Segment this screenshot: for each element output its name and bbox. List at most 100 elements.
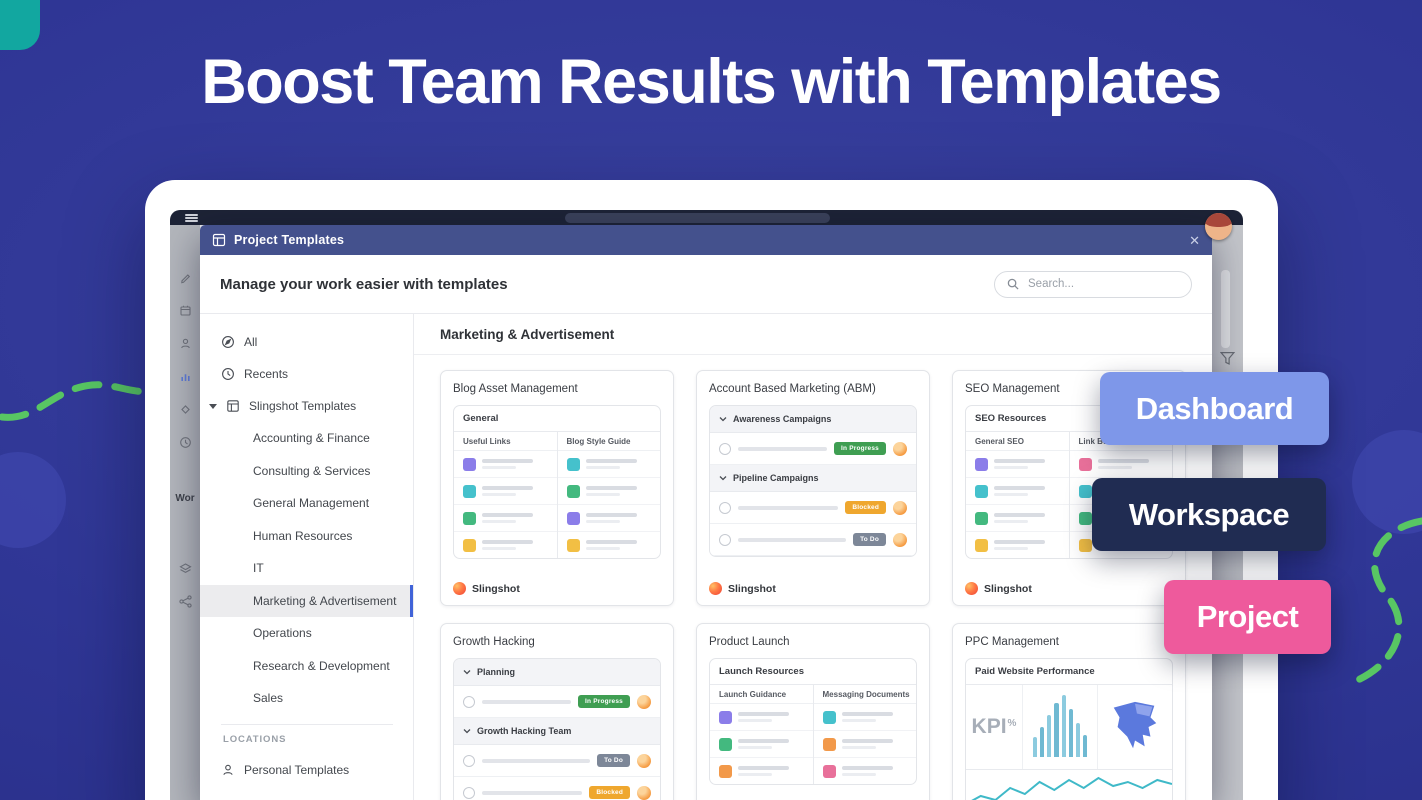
- chevron-down-icon: [463, 729, 471, 734]
- kpi-unit: %: [1007, 717, 1017, 729]
- preview-section-header: Launch Resources: [710, 659, 916, 685]
- sidebar-item-label: Slingshot Templates: [249, 399, 357, 413]
- north-america-map-graphic: [1113, 701, 1157, 749]
- sidebar-subitem[interactable]: General Management: [253, 496, 370, 511]
- item-icon: [719, 737, 732, 751]
- sidebar-subitem-selected[interactable]: Marketing & Advertisement: [200, 584, 413, 617]
- topbar-search[interactable]: [565, 212, 830, 223]
- column-header: Blog Style Guide: [557, 432, 660, 451]
- column-header: Link Bu: [1069, 432, 1172, 451]
- line-chart: [966, 769, 1172, 800]
- app-side-rail: Wor: [170, 225, 200, 800]
- filter-icon: [1220, 352, 1235, 365]
- slingshot-logo-icon: [709, 582, 722, 595]
- placeholder-lines: [1097, 459, 1164, 469]
- task-row: To Do: [710, 524, 916, 556]
- task-row: Blocked: [454, 777, 660, 800]
- search-icon: [1007, 278, 1019, 290]
- task-checkbox[interactable]: [463, 754, 475, 767]
- list-item: [966, 505, 1069, 532]
- sidebar-subitem[interactable]: Consulting & Services: [253, 463, 371, 478]
- task-checkbox[interactable]: [463, 786, 475, 799]
- close-button[interactable]: ✕: [1189, 232, 1200, 248]
- sidebar-item-recents[interactable]: Recents: [200, 358, 413, 390]
- brand-name: Slingshot: [728, 582, 776, 595]
- preview-section-header: SEO Resources: [966, 406, 1172, 432]
- placeholder-lines: [738, 712, 804, 722]
- decorative-circle-left: [0, 452, 66, 548]
- item-icon: [975, 484, 988, 498]
- preview-column: Launch Guidance: [710, 685, 814, 784]
- status-badge: Blocked: [845, 501, 886, 514]
- task-checkbox[interactable]: [719, 501, 731, 514]
- list-item: [557, 451, 660, 478]
- sidebar-item-personal-templates[interactable]: Personal Templates: [200, 754, 413, 786]
- modal-header: Project Templates ✕: [200, 225, 1212, 255]
- hero-title: Boost Team Results with Templates: [201, 47, 1222, 117]
- user-avatar[interactable]: [1205, 213, 1232, 240]
- template-card-title: PPC Management: [965, 636, 1059, 648]
- placeholder-lines: [482, 513, 548, 523]
- sidebar-item-label: Recents: [244, 367, 289, 381]
- item-icon: [822, 710, 836, 724]
- status-badge: To Do: [853, 533, 886, 546]
- template-preview: General Useful Links: [453, 405, 661, 559]
- sidebar-subitem[interactable]: Human Resources: [253, 528, 353, 543]
- chart-icon: [180, 374, 190, 381]
- sidebar-subitem[interactable]: Sales: [253, 691, 284, 706]
- status-badge: To Do: [597, 754, 630, 767]
- placeholder-lines: [738, 739, 804, 749]
- clock-icon: [179, 437, 191, 448]
- project-callout-label: Project: [1164, 580, 1331, 654]
- sidebar-subitem[interactable]: Accounting & Finance: [253, 431, 370, 446]
- templates-grid: Blog Asset Management General Useful Lin…: [414, 355, 1212, 800]
- task-checkbox[interactable]: [463, 695, 475, 708]
- template-card-ppc-management[interactable]: PPC Management Paid Website Performance …: [952, 623, 1186, 800]
- list-item: [557, 505, 660, 532]
- template-card-account-based-marketing[interactable]: Account Based Marketing (ABM) Awareness …: [696, 370, 930, 606]
- placeholder-lines: [841, 766, 908, 776]
- template-card-growth-hacking[interactable]: Growth Hacking Planning: [440, 623, 674, 800]
- clock-icon: [222, 368, 234, 380]
- sidebar-subitem[interactable]: Operations: [253, 626, 312, 641]
- list-item: [814, 758, 917, 784]
- item-icon: [1078, 511, 1092, 525]
- sidebar-item-slingshot-templates[interactable]: Slingshot Templates: [200, 390, 413, 422]
- search-input[interactable]: [1026, 277, 1179, 291]
- app-screenshot: Wor Project Templates ✕ Manage your work…: [170, 210, 1243, 800]
- pencil-icon: [180, 274, 190, 284]
- item-icon: [1078, 538, 1092, 552]
- sidebar-subitem[interactable]: IT: [253, 561, 264, 576]
- placeholder-lines: [994, 486, 1060, 496]
- template-card-blog-asset-management[interactable]: Blog Asset Management General Useful Lin…: [440, 370, 674, 606]
- item-icon: [463, 538, 476, 552]
- sidebar-item-label: Personal Templates: [244, 762, 350, 777]
- collapsible-section: Awareness Campaigns: [710, 406, 916, 433]
- item-icon: [975, 511, 988, 525]
- slingshot-logo-icon: [965, 582, 978, 595]
- brand-name: Slingshot: [472, 582, 520, 595]
- dashboard-callout-label: Dashboard: [1100, 372, 1329, 445]
- preview-section-header: General: [454, 406, 660, 432]
- list-item: [1069, 451, 1172, 478]
- template-card-product-launch[interactable]: Product Launch Launch Resources Launch G…: [696, 623, 930, 800]
- task-checkbox[interactable]: [719, 533, 731, 546]
- menu-icon[interactable]: [185, 214, 198, 222]
- sidebar-subitem[interactable]: Research & Development: [253, 658, 390, 673]
- placeholder-lines: [585, 513, 652, 523]
- task-checkbox[interactable]: [719, 442, 731, 455]
- sidebar-item-all[interactable]: All: [200, 326, 413, 358]
- list-item: [813, 731, 916, 758]
- placeholder-line: [738, 537, 847, 542]
- search-box[interactable]: [994, 270, 1192, 298]
- item-icon: [719, 764, 732, 778]
- placeholder-lines: [482, 459, 548, 469]
- placeholder-lines: [994, 459, 1060, 469]
- template-preview: Awareness Campaigns In Progress: [709, 405, 917, 557]
- column-header: Messaging Documents: [813, 685, 916, 704]
- brand-name: Slingshot: [984, 582, 1032, 595]
- kpi-label: KPI: [971, 715, 1007, 738]
- scrollbar-thumb[interactable]: [1221, 270, 1230, 348]
- template-card-title: Product Launch: [709, 636, 790, 648]
